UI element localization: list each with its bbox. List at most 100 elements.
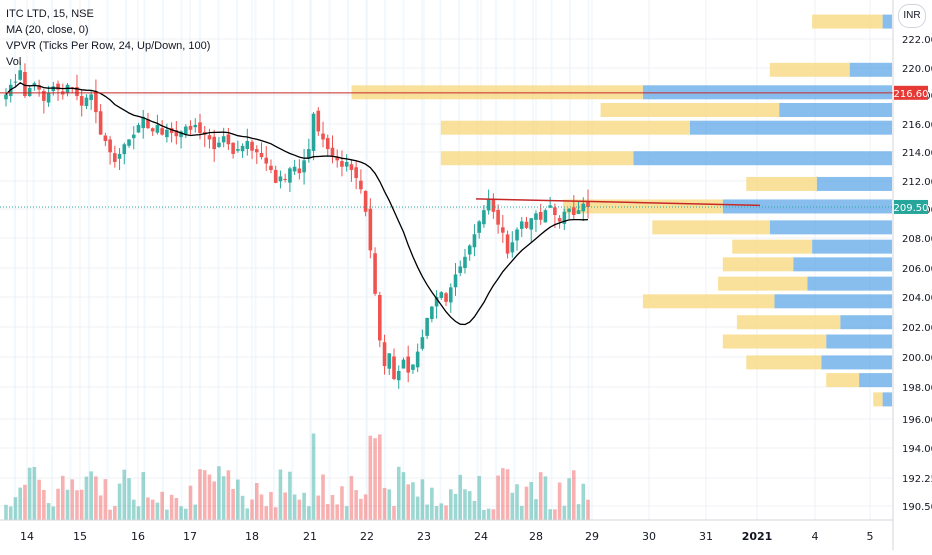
- candle-body: [581, 203, 586, 212]
- volume-bar: [425, 504, 429, 520]
- vp-up-bar: [440, 120, 690, 135]
- volume-bar: [472, 500, 477, 520]
- date-tick-label: 15: [73, 530, 87, 543]
- candle-body: [430, 306, 434, 320]
- currency-button[interactable]: INR: [898, 4, 926, 28]
- volume-bar: [283, 492, 287, 520]
- volume-bar: [264, 506, 269, 520]
- price-tick-label: 208.00: [902, 234, 932, 245]
- price-tick-label: 190.50: [902, 502, 932, 513]
- session-band: [199, 0, 201, 520]
- session-band: [365, 0, 368, 520]
- volume-bar: [250, 499, 254, 520]
- candle-body: [245, 141, 250, 149]
- volume-bar: [108, 509, 112, 520]
- candle-body: [56, 83, 60, 90]
- volume-bar: [23, 484, 27, 520]
- volume-bar: [311, 433, 316, 520]
- candle-body: [269, 165, 273, 170]
- volume-bar: [501, 468, 505, 520]
- volume-bar: [51, 506, 56, 520]
- volume-bar: [534, 499, 538, 520]
- volume-bar: [288, 471, 292, 520]
- vp-down-bar: [849, 62, 892, 77]
- price-tick-label: 212.00: [902, 177, 932, 188]
- volume-bar: [359, 498, 363, 520]
- session-band: [532, 0, 534, 520]
- volume-bar: [269, 491, 273, 520]
- session-band: [458, 0, 460, 520]
- legend-symbol[interactable]: ITC LTD, 15, NSE: [6, 8, 94, 20]
- candle-body: [37, 85, 41, 90]
- legend-volume[interactable]: Vol: [6, 56, 22, 68]
- volume-bar: [576, 504, 581, 520]
- session-band: [180, 0, 183, 520]
- session-band: [273, 0, 275, 520]
- volume-bar: [586, 499, 590, 520]
- vp-up-bar: [652, 220, 770, 235]
- candle-body: [486, 198, 491, 211]
- session-band: [384, 0, 386, 520]
- candle-body: [543, 210, 548, 223]
- candle-body: [259, 152, 264, 158]
- volume-bar: [482, 509, 486, 520]
- volume-bar: [8, 506, 13, 520]
- volume-bar: [155, 502, 160, 520]
- date-tick-label: 28: [529, 530, 543, 543]
- price-tick-label: 196.00: [902, 415, 932, 426]
- volume-bar: [316, 495, 321, 520]
- volume-bar: [221, 476, 226, 520]
- candle-body: [117, 153, 122, 159]
- volume-bar: [529, 481, 534, 520]
- candle-body: [557, 218, 562, 222]
- volume-bar: [330, 494, 335, 520]
- candle-body: [335, 156, 340, 161]
- volume-bar: [207, 474, 212, 520]
- candle-body: [538, 211, 543, 220]
- volume-bar: [240, 495, 245, 520]
- vp-down-bar: [812, 239, 892, 254]
- candle-body: [292, 166, 297, 172]
- session-band: [162, 0, 164, 520]
- candle-body: [567, 208, 571, 212]
- volume-bar: [254, 483, 259, 520]
- volume-bar: [212, 481, 216, 520]
- candle-body: [146, 119, 150, 129]
- candle-body: [378, 295, 382, 341]
- vp-down-bar: [779, 103, 892, 117]
- date-tick-label: 22: [360, 530, 374, 543]
- vp-up-bar: [722, 334, 827, 349]
- volume-bar: [169, 494, 174, 520]
- session-band: [236, 0, 238, 520]
- session-band: [476, 0, 479, 520]
- volume-bar: [79, 489, 84, 520]
- volume-bar: [344, 506, 349, 520]
- candle-body: [321, 133, 325, 140]
- vp-down-bar: [774, 294, 892, 309]
- volume-bar: [387, 489, 392, 520]
- volume-bar: [184, 508, 188, 520]
- legend-vpvr[interactable]: VPVR (Ticks Per Row, 24, Up/Down, 100): [6, 40, 211, 52]
- volume-bar: [463, 489, 467, 520]
- candle-body: [368, 208, 373, 251]
- volume-bar: [510, 492, 515, 520]
- volume-bar: [37, 479, 41, 520]
- vp-down-bar: [633, 151, 892, 166]
- candle-body: [231, 142, 235, 154]
- volume-bar: [411, 482, 415, 520]
- volume-bar: [340, 486, 344, 520]
- volume-bar: [18, 487, 22, 520]
- candle-body: [236, 149, 240, 151]
- candle-body: [174, 130, 179, 137]
- candle-body: [382, 342, 387, 367]
- candle-body: [411, 364, 415, 370]
- session-band: [550, 0, 553, 520]
- candle-body: [302, 160, 306, 173]
- candle-body: [425, 317, 429, 336]
- volume-bar: [103, 479, 108, 520]
- candle-body: [198, 122, 202, 134]
- legend-ma[interactable]: MA (20, close, 0): [6, 24, 89, 36]
- price-tick-label: 192.25: [902, 474, 932, 485]
- volume-bar: [321, 474, 325, 520]
